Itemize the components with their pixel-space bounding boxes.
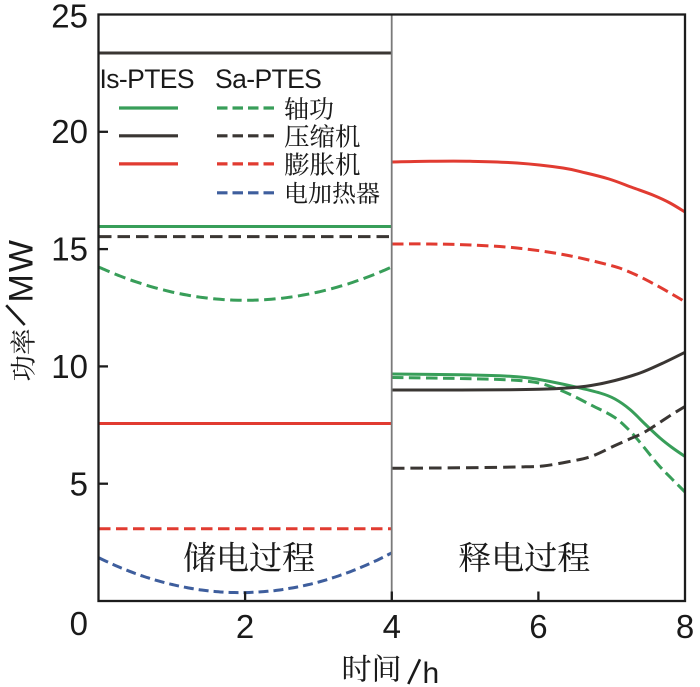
svg-text:4: 4 — [383, 608, 401, 645]
svg-text:Is-PTES: Is-PTES — [100, 64, 194, 94]
svg-text:h: h — [423, 657, 440, 687]
svg-text:15: 15 — [51, 231, 88, 268]
svg-text:6: 6 — [529, 608, 547, 645]
svg-text:25: 25 — [51, 0, 88, 34]
svg-text:2: 2 — [236, 608, 254, 645]
svg-text:5: 5 — [70, 465, 88, 502]
svg-text:20: 20 — [51, 113, 88, 150]
svg-text:MW: MW — [3, 238, 41, 302]
svg-text:8: 8 — [676, 608, 694, 645]
svg-text:Sa-PTES: Sa-PTES — [215, 64, 321, 94]
svg-text:0: 0 — [70, 605, 88, 642]
svg-text:10: 10 — [51, 348, 88, 385]
